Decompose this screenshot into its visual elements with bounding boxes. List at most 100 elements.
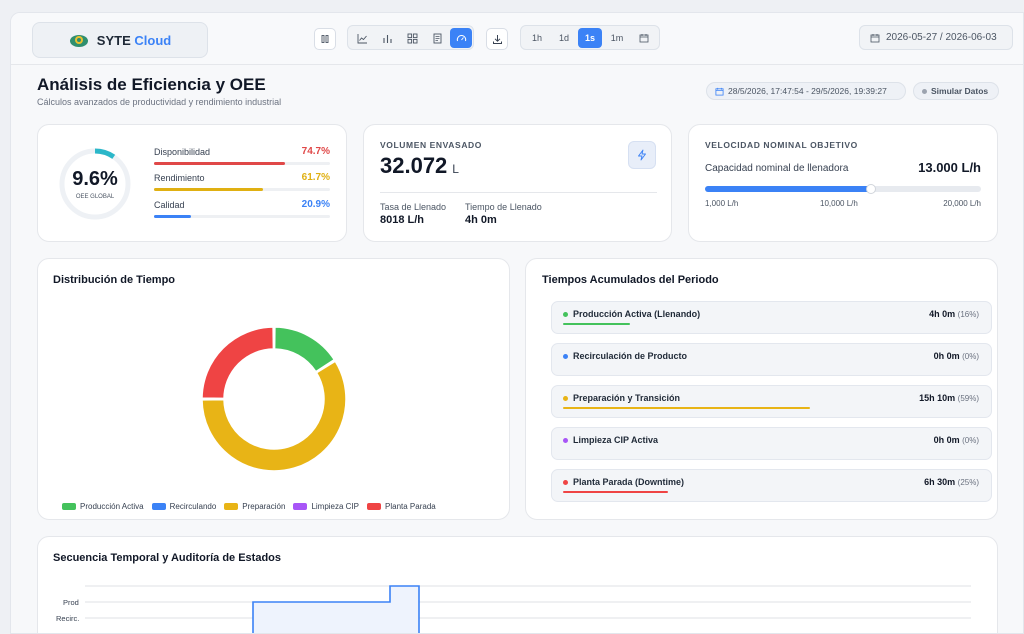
top-toolbar: SYTE Cloud 1h 1 bbox=[11, 13, 1023, 65]
speed-label: VELOCIDAD NOMINAL OBJETIVO bbox=[705, 140, 858, 150]
date-range-text: 2026-05-27 / 2026-06-03 bbox=[886, 32, 997, 43]
view-switcher bbox=[347, 25, 474, 50]
time-1d-button[interactable]: 1d bbox=[558, 33, 569, 43]
pause-button[interactable] bbox=[314, 28, 336, 50]
legend-swatch bbox=[224, 503, 239, 510]
time-1s-button[interactable]: 1s bbox=[578, 28, 602, 48]
status-dot bbox=[922, 88, 927, 94]
capacity-value: 13.000 L/h bbox=[918, 160, 981, 175]
distribution-card bbox=[37, 258, 510, 520]
speed-slider-fill bbox=[705, 186, 871, 192]
grid-icon bbox=[407, 33, 417, 43]
metric-track bbox=[154, 162, 330, 165]
accumulated-row-cip[interactable]: Limpieza CIP Activa 0h 0m (0%) bbox=[551, 427, 992, 460]
row-bar bbox=[563, 491, 668, 493]
row-value: 0h 0m (0%) bbox=[933, 435, 979, 445]
donut-slice-producción-activa bbox=[273, 326, 336, 373]
row-bar bbox=[563, 323, 631, 325]
download-icon bbox=[492, 34, 502, 44]
simulate-data-button[interactable]: Simular Datos bbox=[913, 82, 999, 100]
accumulated-row-recirculation[interactable]: Recirculación de Producto 0h 0m (0%) bbox=[551, 343, 992, 376]
bolt-button[interactable] bbox=[628, 141, 656, 169]
row-name: Preparación y Transición bbox=[573, 393, 681, 403]
gauge-icon bbox=[456, 34, 466, 41]
period-pill[interactable]: 28/5/2026, 17:47:54 - 29/5/2026, 19:39:2… bbox=[706, 82, 906, 100]
legend-item[interactable]: Preparación bbox=[224, 502, 285, 511]
volume-card: VOLUMEN ENVASADO 32.072 L Tasa de Llenad… bbox=[363, 124, 672, 242]
speed-max: 20,000 L/h bbox=[943, 199, 981, 208]
view-gauge-button[interactable] bbox=[450, 28, 472, 48]
lightning-icon bbox=[638, 149, 646, 161]
capacity-label: Capacidad nominal de llenadora bbox=[705, 163, 849, 174]
speed-slider-thumb[interactable] bbox=[865, 184, 876, 194]
date-range-picker[interactable]: 2026-05-27 / 2026-06-03 bbox=[859, 25, 1013, 50]
accumulated-row-preparation[interactable]: Preparación y Transición 15h 10m (59%) bbox=[551, 385, 992, 418]
y-label-prod: Prod bbox=[63, 598, 79, 607]
legend-item[interactable]: Limpieza CIP bbox=[293, 502, 359, 511]
speed-slider[interactable] bbox=[705, 184, 981, 194]
legend-item[interactable]: Planta Parada bbox=[367, 502, 436, 511]
oee-gauge: 9.6% OEE GLOBAL bbox=[57, 144, 133, 224]
speed-min: 1,000 L/h bbox=[705, 199, 739, 208]
view-bar-chart-button[interactable] bbox=[376, 28, 398, 48]
page-subtitle: Cálculos avanzados de productividad y re… bbox=[37, 97, 282, 107]
time-1m-button[interactable]: 1m bbox=[610, 33, 624, 43]
metric-pct: 20.9% bbox=[301, 199, 330, 210]
view-line-chart-button[interactable] bbox=[351, 28, 373, 48]
rate-value: 8018 L/h bbox=[380, 214, 425, 226]
legend-swatch bbox=[151, 503, 166, 510]
donut-slice-preparación bbox=[201, 360, 347, 472]
accumulated-row-downtime[interactable]: Planta Parada (Downtime) 6h 30m (25%) bbox=[551, 469, 992, 502]
row-name: Recirculación de Producto bbox=[573, 351, 688, 361]
app-window: SYTE Cloud 1h 1 bbox=[10, 12, 1024, 634]
legend-item[interactable]: Recirculando bbox=[151, 502, 216, 511]
metric-track bbox=[154, 215, 330, 218]
metric-track bbox=[154, 188, 330, 191]
legend-swatch bbox=[293, 503, 308, 510]
legend-swatch bbox=[367, 503, 382, 510]
sequence-title: Secuencia Temporal y Auditoría de Estado… bbox=[53, 552, 282, 564]
simulate-label: Simular Datos bbox=[931, 86, 989, 96]
metric-name: Calidad bbox=[154, 200, 185, 210]
volume-value-group: 32.072 L bbox=[380, 153, 459, 179]
status-dot bbox=[563, 354, 568, 359]
view-document-button[interactable] bbox=[426, 28, 448, 48]
metric-fill bbox=[154, 162, 286, 165]
row-value: 15h 10m (59%) bbox=[919, 393, 979, 403]
download-button[interactable] bbox=[486, 28, 508, 50]
state-trace bbox=[252, 585, 420, 633]
status-dot bbox=[563, 312, 568, 317]
speed-mid: 10,000 L/h bbox=[820, 199, 858, 208]
accumulated-title: Tiempos Acumulados del Periodo bbox=[542, 274, 719, 286]
accumulated-row-production[interactable]: Producción Activa (Llenando) 4h 0m (16%) bbox=[551, 301, 992, 334]
row-value: 6h 30m (25%) bbox=[924, 477, 979, 487]
metric-fill bbox=[154, 188, 263, 191]
volume-unit: L bbox=[452, 162, 459, 176]
time-range-switcher: 1h 1d 1s 1m bbox=[520, 25, 660, 50]
status-dot bbox=[563, 480, 568, 485]
custom-date-button[interactable] bbox=[633, 28, 655, 48]
period-text: 28/5/2026, 17:47:54 - 29/5/2026, 19:39:2… bbox=[728, 86, 887, 96]
pause-icon bbox=[321, 35, 329, 43]
volume-label: VOLUMEN ENVASADO bbox=[380, 140, 483, 150]
sequence-card bbox=[37, 536, 998, 633]
metric-fill bbox=[154, 215, 191, 218]
view-grid-button[interactable] bbox=[401, 28, 423, 48]
bar-chart-icon bbox=[382, 34, 392, 43]
calendar-icon bbox=[715, 87, 724, 96]
metric-pct: 61.7% bbox=[301, 172, 330, 183]
document-icon bbox=[433, 33, 441, 43]
legend-item[interactable]: Producción Activa bbox=[62, 502, 144, 511]
time-distribution-donut bbox=[201, 326, 347, 472]
speed-card: VELOCIDAD NOMINAL OBJETIVO Capacidad nom… bbox=[688, 124, 998, 242]
oee-value: 9.6% bbox=[72, 168, 118, 190]
time-1h-button[interactable]: 1h bbox=[531, 33, 542, 43]
page-title: Análisis de Eficiencia y OEE bbox=[37, 75, 266, 94]
line-chart-icon bbox=[357, 33, 367, 43]
brand-logo[interactable]: SYTE Cloud bbox=[32, 22, 208, 58]
calendar-icon bbox=[870, 33, 880, 42]
fill-time-value: 4h 0m bbox=[465, 214, 497, 226]
row-name: Producción Activa (Llenando) bbox=[573, 309, 701, 319]
metric-pct: 74.7% bbox=[301, 146, 330, 157]
volume-value: 32.072 bbox=[380, 153, 448, 178]
